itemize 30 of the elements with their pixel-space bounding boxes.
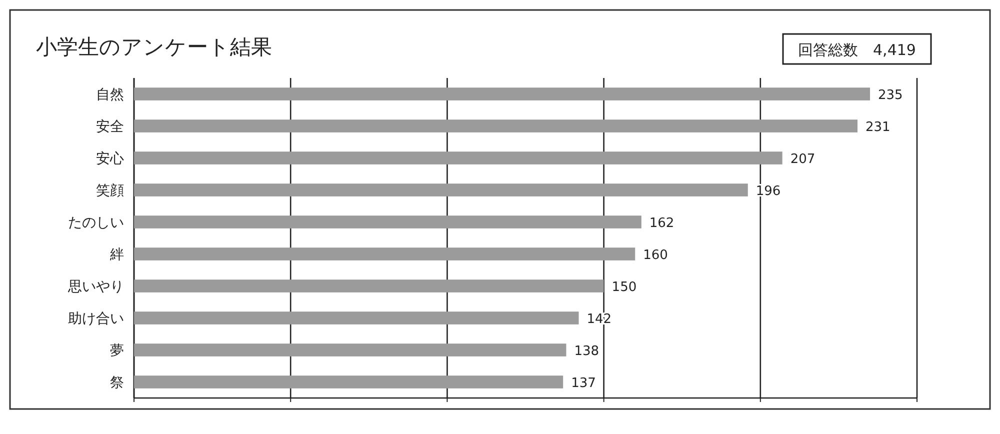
bar (134, 184, 748, 196)
data-label: 138 (574, 344, 600, 359)
y-tick-label: 祭 (110, 375, 124, 391)
y-tick-label: 夢 (110, 343, 124, 359)
data-label: 207 (790, 152, 816, 167)
bar (134, 152, 782, 164)
y-tick-label: 絆 (109, 247, 124, 263)
bar (134, 216, 642, 228)
data-label: 150 (612, 280, 637, 295)
data-label: 235 (878, 88, 903, 103)
y-tick-label: 笑顔 (96, 183, 124, 199)
y-tick-label: 安全 (96, 119, 124, 135)
data-label: 162 (649, 216, 674, 231)
data-label: 231 (865, 120, 890, 135)
y-tick-label: 助け合い (68, 311, 124, 327)
y-tick-label: 思いやり (67, 279, 124, 295)
chart-title: 小学生のアンケート結果 (36, 35, 272, 59)
data-label: 160 (643, 248, 668, 263)
bar (134, 344, 566, 356)
text: 回答総数 4,419 (798, 41, 916, 59)
y-tick-label: たのしい (68, 215, 124, 231)
y-tick-label: 安心 (96, 151, 124, 167)
bar (134, 312, 579, 324)
data-label: 137 (571, 376, 596, 391)
bar (134, 120, 858, 132)
bar (134, 248, 636, 260)
y-tick-label: 自然 (96, 87, 124, 103)
bar (134, 280, 604, 292)
bar (134, 88, 870, 100)
bar (134, 376, 564, 388)
